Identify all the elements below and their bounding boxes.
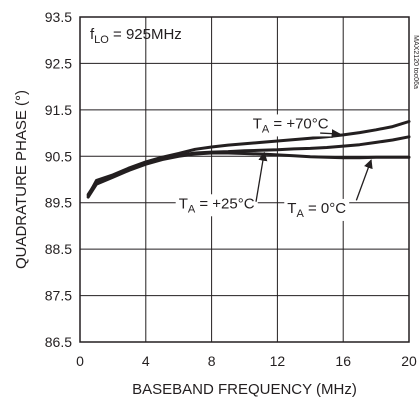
y-tick-label: 88.5 [45, 241, 72, 257]
y-tick-label: 91.5 [45, 102, 72, 118]
figure-code: MAX2120 toc06a [412, 35, 419, 89]
series-labels: TA = +70°C TA = +25°C TA = 0°C [175, 114, 350, 221]
y-tick-label: 89.5 [45, 195, 72, 211]
plot-frame [79, 16, 410, 343]
x-tick-label: 0 [76, 353, 84, 369]
arrow-25c [255, 151, 268, 202]
series-line-1 [86, 135, 411, 196]
label-sub: A [262, 123, 270, 135]
y-tick-label: 86.5 [45, 334, 72, 350]
y-tick-label: 87.5 [45, 288, 72, 304]
x-tick-label: 8 [208, 353, 216, 369]
x-tick-labels: 0 4 8 12 16 20 [76, 353, 417, 369]
label-rest: = +70°C [269, 115, 329, 132]
arrow-70c [320, 129, 341, 139]
condition-label: fLO = 925MHz [90, 26, 182, 46]
label-rest: = +25°C [195, 195, 255, 212]
arrow-0c [355, 159, 373, 201]
y-tick-label: 90.5 [45, 148, 72, 164]
label-background [284, 198, 350, 221]
grid [80, 17, 409, 342]
condition-rest: = 925MHz [109, 26, 182, 43]
x-tick-label: 12 [270, 353, 286, 369]
x-tick-label: 20 [401, 353, 417, 369]
y-tick-labels: 86.5 87.5 88.5 89.5 90.5 91.5 92.5 93.5 [45, 9, 72, 350]
x-axis-label: BASEBAND FREQUENCY (MHz) [132, 381, 357, 398]
y-axis-label: QUADRATURE PHASE (°) [13, 90, 30, 269]
label-background [175, 194, 258, 217]
label-main: T [253, 115, 262, 132]
label-rest: = 0°C [304, 200, 346, 217]
label-main: T [287, 200, 296, 217]
label-sub: A [188, 203, 196, 215]
y-tick-label: 93.5 [45, 9, 72, 25]
series-label-0c: TA = 0°C [287, 200, 346, 220]
x-tick-label: 4 [142, 353, 150, 369]
x-tick-label: 16 [335, 353, 351, 369]
condition-main: f [90, 26, 95, 43]
label-arrows [255, 129, 373, 202]
label-sub: A [296, 208, 304, 220]
series-label-25c: TA = +25°C [179, 195, 255, 215]
y-tick-label: 92.5 [45, 55, 72, 71]
condition-sub: LO [94, 34, 109, 46]
curves [86, 120, 411, 199]
series-label-70c: TA = +70°C [253, 115, 329, 135]
label-background [249, 114, 332, 137]
label-main: T [179, 195, 188, 212]
series-line-2 [86, 151, 411, 199]
